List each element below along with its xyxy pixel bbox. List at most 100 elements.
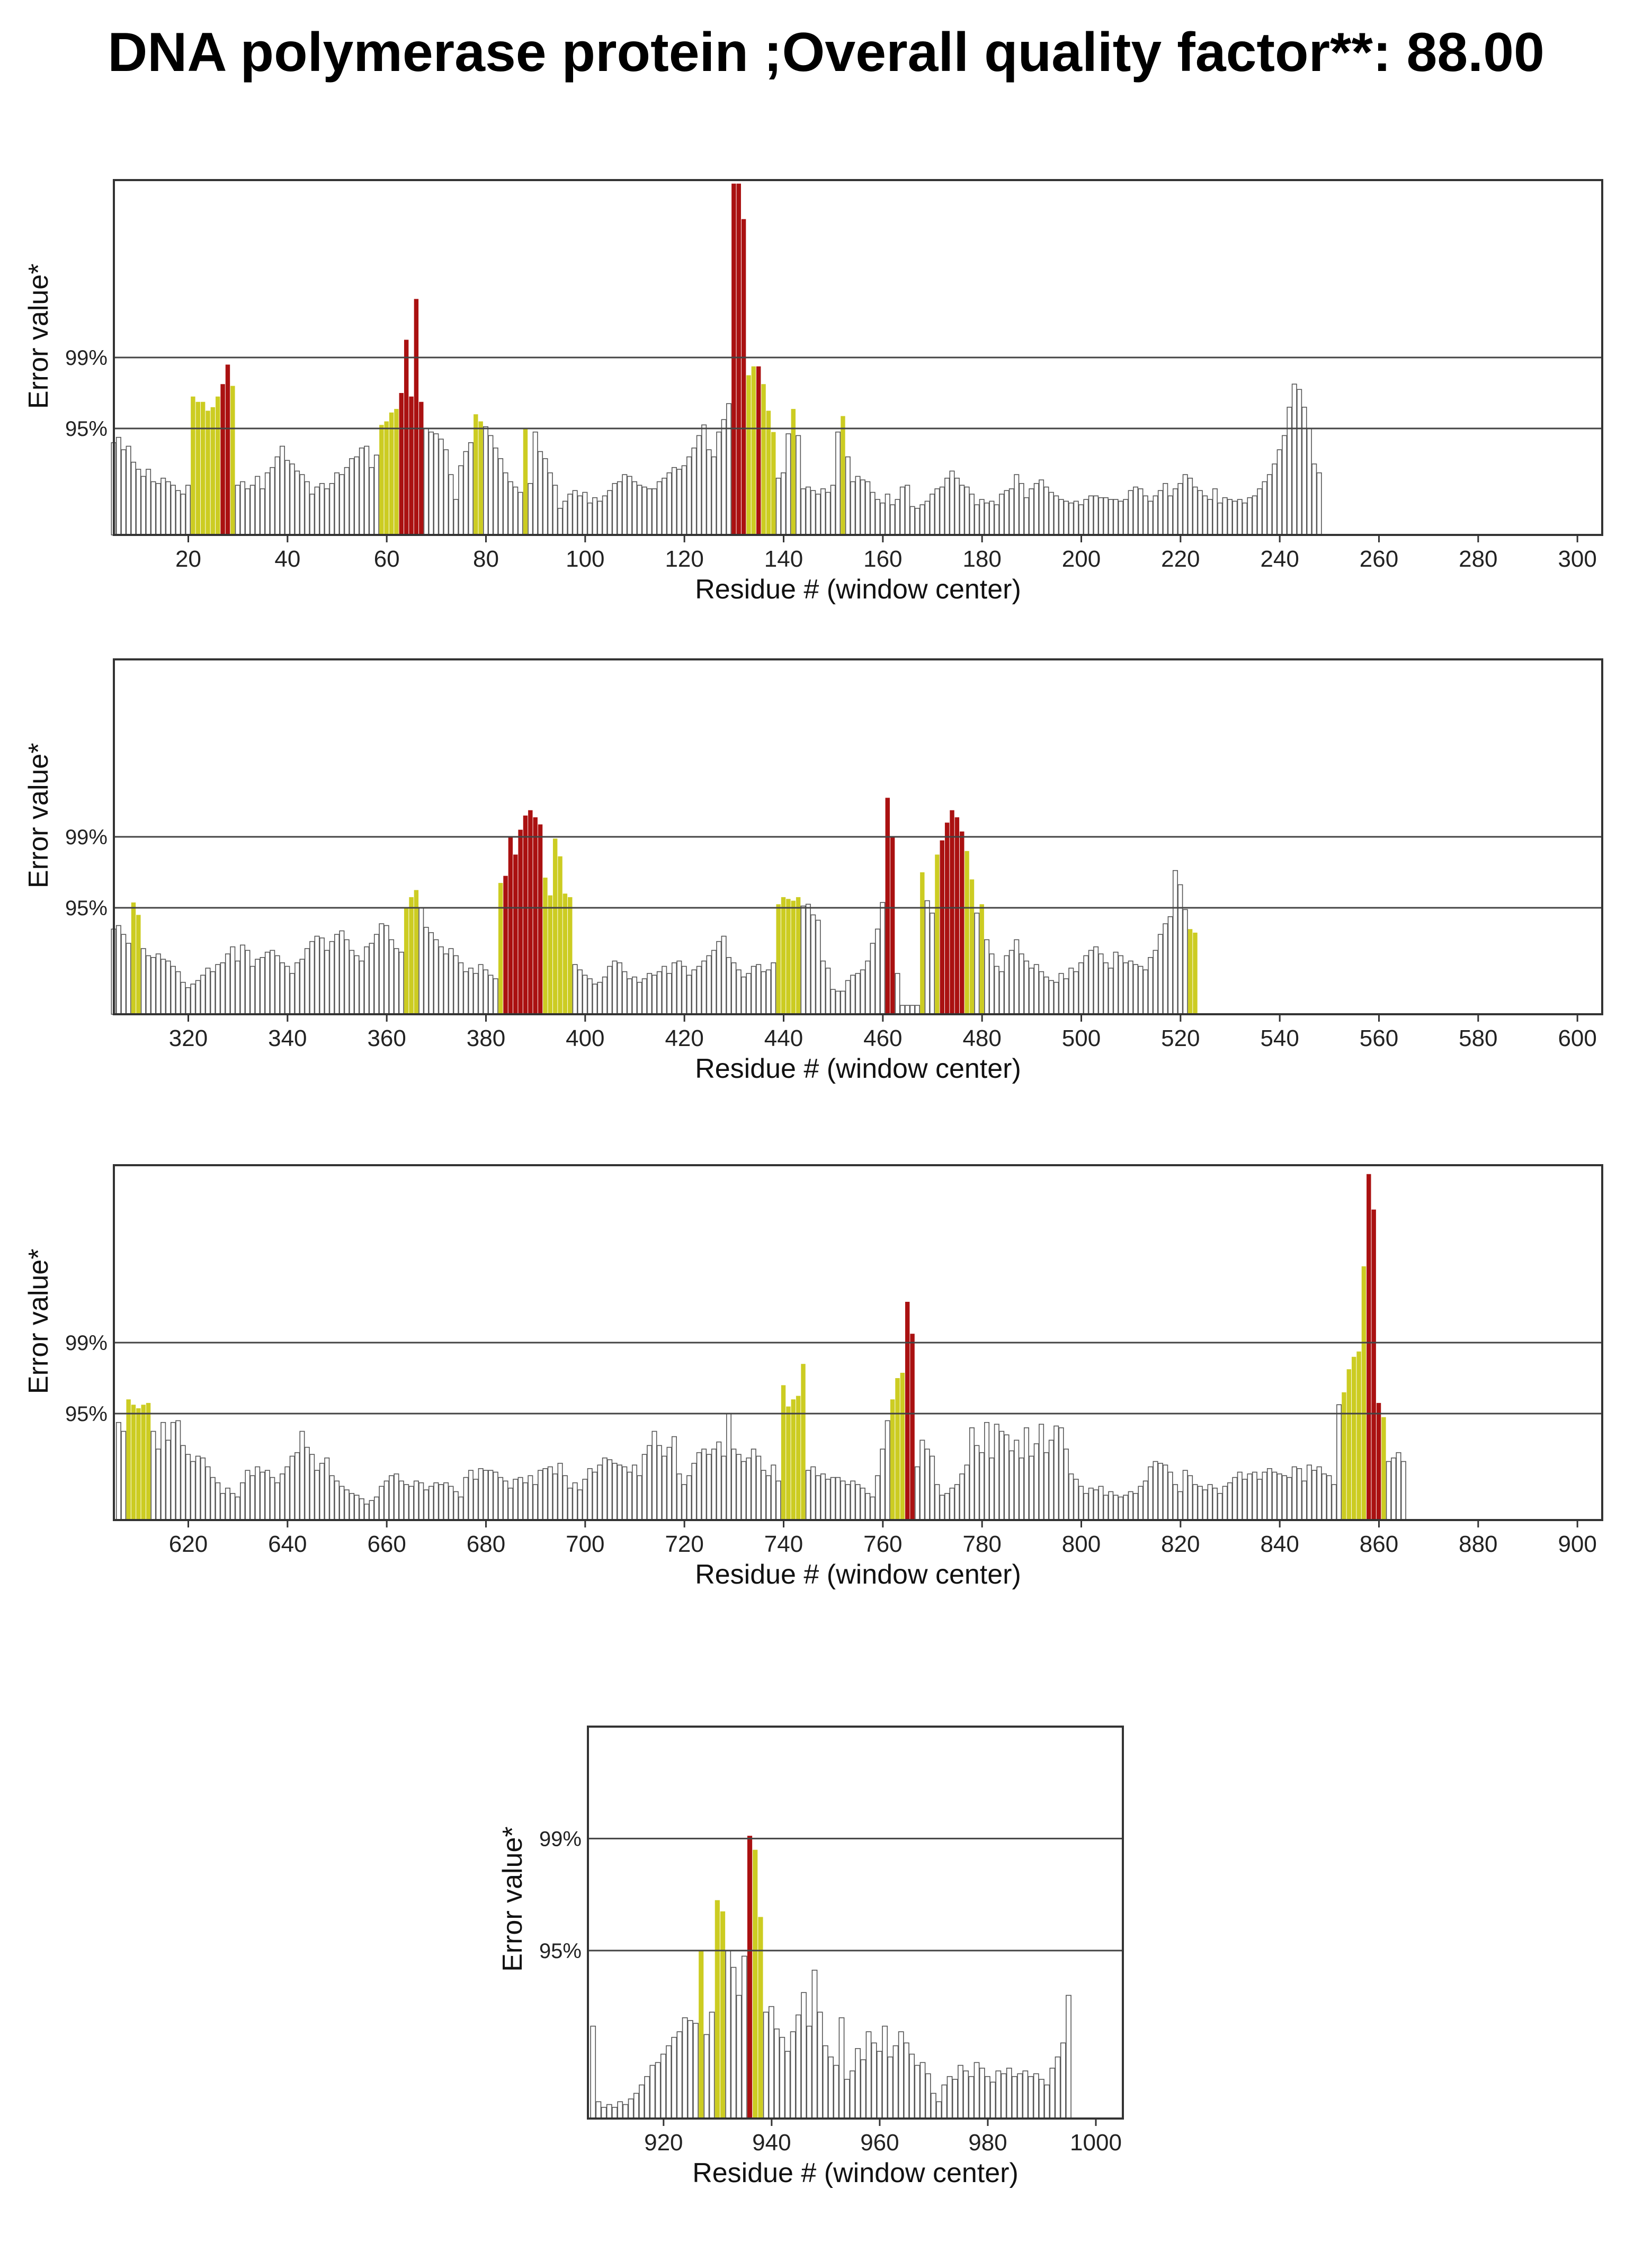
bar-residue-77 bbox=[468, 442, 474, 535]
bar-residue-651 bbox=[339, 1486, 345, 1521]
bar-residue-702 bbox=[592, 1471, 598, 1521]
bar-residue-511 bbox=[1133, 964, 1139, 1015]
bar-residue-99 bbox=[577, 495, 583, 535]
bar-residue-117 bbox=[666, 472, 672, 535]
bar-residue-39 bbox=[279, 445, 285, 535]
bar-residue-774 bbox=[949, 1487, 955, 1521]
x-tick-label-360: 360 bbox=[367, 1025, 406, 1051]
bar-residue-772 bbox=[939, 1495, 945, 1521]
bar-residue-990 bbox=[1039, 2079, 1044, 2119]
bar-residue-465 bbox=[905, 1005, 910, 1015]
bar-residue-32 bbox=[245, 488, 251, 535]
bar-residue-411 bbox=[637, 981, 642, 1015]
bar-residue-957 bbox=[860, 2059, 867, 2119]
bar-residue-689 bbox=[528, 1475, 533, 1521]
bar-residue-20 bbox=[185, 485, 191, 535]
bar-residue-311 bbox=[140, 948, 146, 1015]
bar-residue-913 bbox=[622, 2104, 629, 2119]
bar-residue-128 bbox=[721, 419, 727, 535]
bar-residue-476 bbox=[960, 831, 965, 1014]
bar-residue-760 bbox=[880, 1449, 886, 1521]
bar-residue-220 bbox=[1177, 483, 1183, 535]
bar-residue-634 bbox=[255, 1466, 261, 1521]
bar-residue-643 bbox=[299, 1431, 305, 1521]
bar-residue-389 bbox=[528, 810, 533, 1014]
bar-residue-333 bbox=[249, 966, 255, 1015]
bar-residue-769 bbox=[924, 1449, 930, 1521]
bar-residue-332 bbox=[245, 950, 251, 1015]
x-tick-label-480: 480 bbox=[962, 1025, 1001, 1051]
bar-residue-497 bbox=[1063, 978, 1069, 1015]
bar-residue-368 bbox=[423, 927, 429, 1015]
x-tick-label-920: 920 bbox=[644, 2130, 683, 2156]
bar-residue-212 bbox=[1138, 488, 1144, 535]
bar-residue-85 bbox=[507, 481, 513, 535]
bar-residue-820 bbox=[1177, 1491, 1183, 1521]
bar-residue-861 bbox=[1381, 1417, 1386, 1520]
x-axis-title: Residue # (window center) bbox=[695, 1559, 1021, 1590]
x-tick-label-340: 340 bbox=[268, 1025, 307, 1051]
bar-residue-209 bbox=[1123, 499, 1129, 535]
bar-residue-63 bbox=[399, 393, 404, 535]
bar-residue-230 bbox=[1227, 499, 1233, 535]
bar-residue-115 bbox=[656, 481, 662, 535]
bar-residue-757 bbox=[865, 1493, 871, 1521]
bar-residue-6 bbox=[115, 436, 121, 535]
bar-residue-763 bbox=[895, 1378, 900, 1520]
bar-residue-322 bbox=[195, 980, 201, 1015]
bar-residue-708 bbox=[622, 1466, 628, 1521]
bar-residue-149 bbox=[825, 491, 831, 535]
bar-residue-380 bbox=[483, 969, 489, 1015]
bar-residue-515 bbox=[1153, 950, 1158, 1015]
bar-residue-89 bbox=[528, 483, 533, 535]
bar-residue-831 bbox=[1232, 1477, 1238, 1521]
bar-residue-924 bbox=[682, 2017, 688, 2119]
bar-residue-611 bbox=[141, 1405, 146, 1520]
bar-residue-958 bbox=[865, 2031, 872, 2119]
bar-residue-670 bbox=[433, 1482, 439, 1521]
bar-residue-758 bbox=[870, 1496, 876, 1521]
bar-residue-194 bbox=[1048, 491, 1054, 535]
bar-residue-721 bbox=[686, 1475, 692, 1521]
bar-residue-606 bbox=[115, 1422, 121, 1521]
bar-residue-183 bbox=[994, 504, 999, 535]
bar-residue-794 bbox=[1048, 1440, 1054, 1521]
bar-residue-427 bbox=[716, 941, 722, 1015]
bar-residue-501 bbox=[1083, 955, 1089, 1015]
bar-residue-357 bbox=[369, 943, 374, 1015]
bar-residue-400 bbox=[582, 975, 588, 1015]
bar-residue-237 bbox=[1262, 481, 1267, 535]
bar-residue-120 bbox=[681, 465, 687, 535]
bar-residue-231 bbox=[1232, 501, 1238, 535]
bar-residue-935 bbox=[741, 1955, 747, 2119]
bar-residue-482 bbox=[989, 953, 995, 1015]
bar-residue-105 bbox=[607, 490, 613, 535]
x-tick-label-860: 860 bbox=[1360, 1531, 1398, 1557]
bar-residue-795 bbox=[1053, 1425, 1059, 1521]
bar-residue-192 bbox=[1039, 479, 1044, 535]
bar-residue-920 bbox=[660, 2053, 666, 2119]
bar-residue-447 bbox=[815, 919, 821, 1015]
bar-residue-338 bbox=[274, 955, 280, 1015]
bar-residue-315 bbox=[160, 959, 166, 1015]
bar-residue-7 bbox=[121, 449, 127, 535]
bar-residue-430 bbox=[731, 962, 737, 1015]
bar-residue-198 bbox=[1068, 502, 1074, 535]
bar-residue-390 bbox=[533, 817, 538, 1014]
bar-residue-49 bbox=[329, 483, 335, 535]
bar-residue-19 bbox=[180, 494, 186, 535]
bar-residue-969 bbox=[925, 2073, 931, 2119]
bar-residue-914 bbox=[628, 2098, 634, 2119]
bar-residue-510 bbox=[1128, 960, 1133, 1015]
x-tick-label-20: 20 bbox=[175, 546, 201, 572]
bar-residue-483 bbox=[994, 966, 999, 1015]
bar-residue-680 bbox=[483, 1470, 489, 1521]
bar-residue-690 bbox=[532, 1484, 538, 1521]
bar-residue-930 bbox=[715, 1900, 720, 2119]
bar-residue-674 bbox=[453, 1491, 459, 1521]
bar-residue-152 bbox=[841, 416, 845, 535]
bar-residue-242 bbox=[1287, 406, 1292, 535]
bar-residue-826 bbox=[1207, 1484, 1213, 1521]
bar-residue-817 bbox=[1163, 1464, 1168, 1521]
bar-residue-113 bbox=[647, 488, 653, 535]
